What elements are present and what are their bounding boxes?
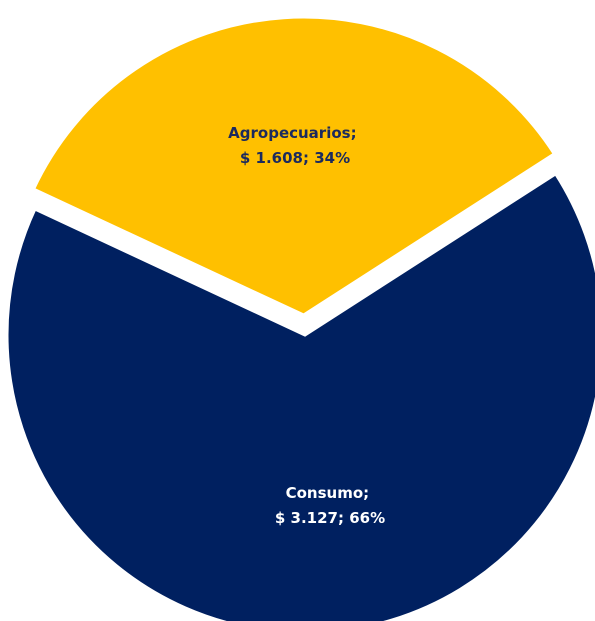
label-consumo-line1: Consumo; [286,484,370,502]
label-agropecuarios: Agropecuarios; $ 1.608; 34% [228,124,362,167]
pie-slice-consumo [5,171,595,621]
label-consumo: Consumo; $ 3.127; 66% [275,484,385,527]
label-consumo-line2: $ 3.127; 66% [275,509,385,527]
pie-slices [5,15,595,621]
slice-labels: Agropecuarios; $ 1.608; 34% Consumo; $ 3… [228,124,385,527]
pie-slice-agropecuarios [31,15,557,317]
label-agropecuarios-line1: Agropecuarios; [228,124,356,142]
label-agropecuarios-line2: $ 1.608; 34% [240,149,350,167]
